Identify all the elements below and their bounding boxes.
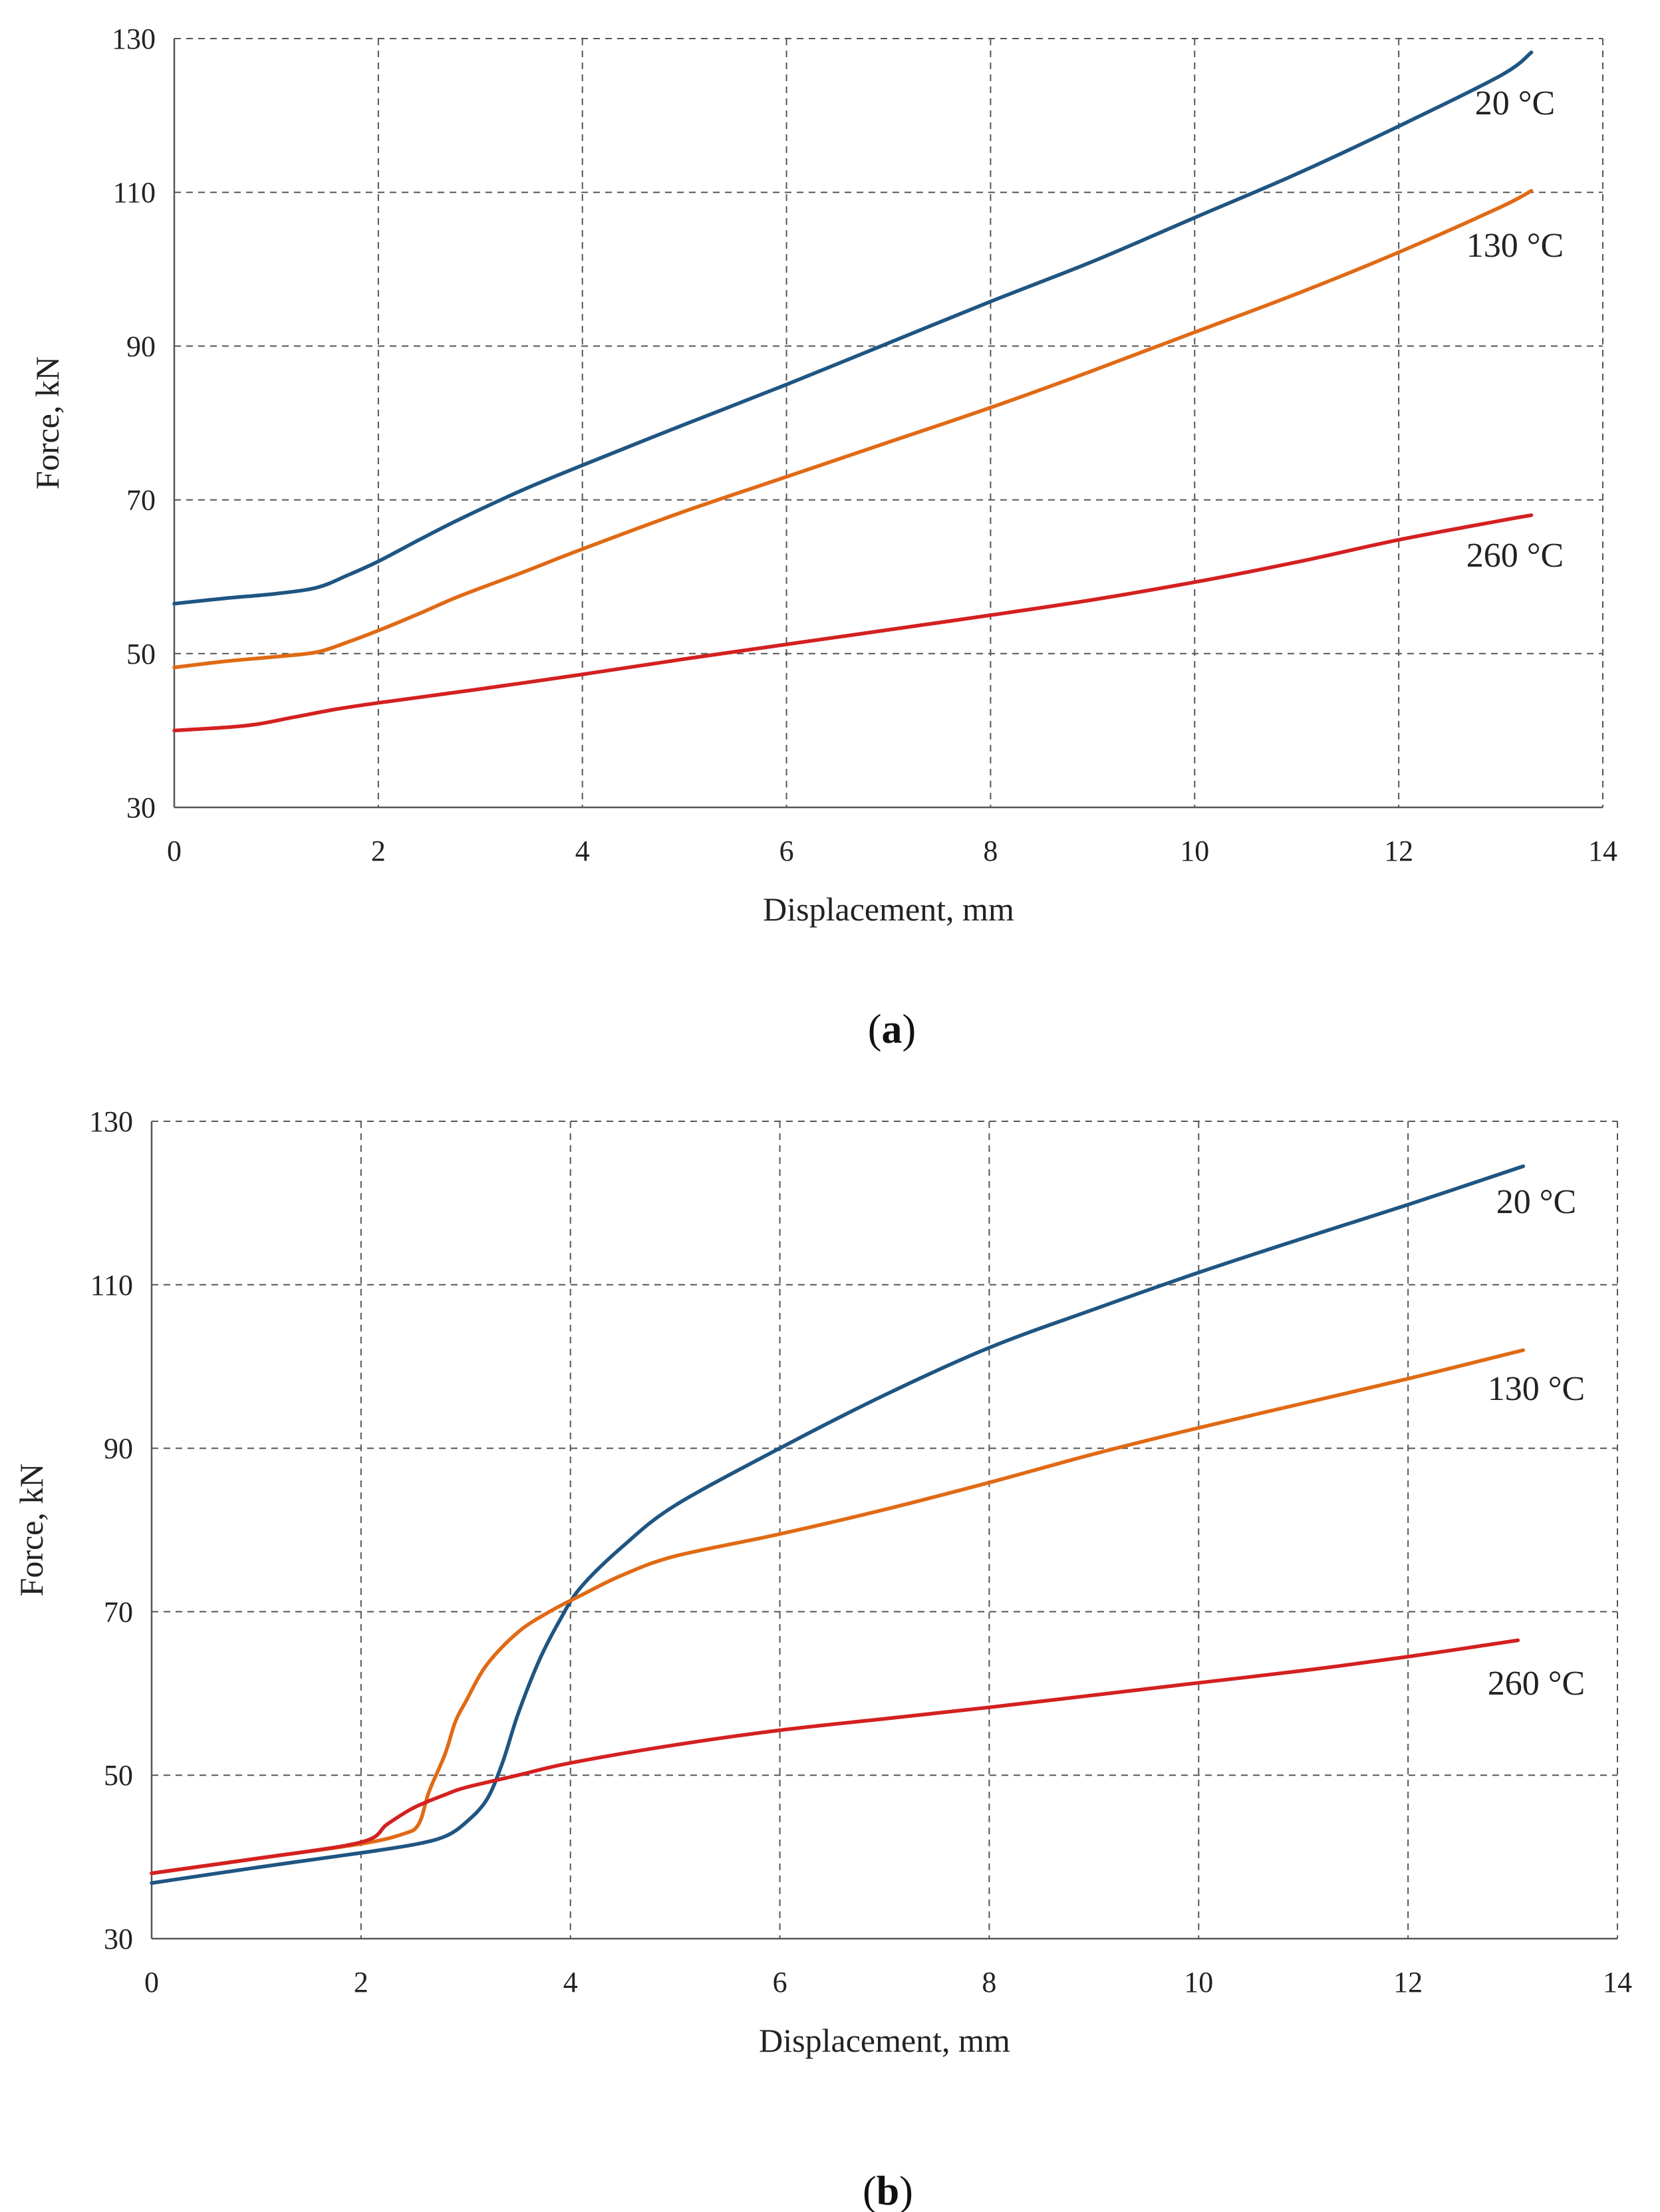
- series-line-260C: [150, 1638, 1520, 1875]
- y-axis-title: Force, kN: [13, 1464, 50, 1597]
- series-line-130C: [150, 1348, 1526, 1875]
- x-tick-label: 0: [167, 835, 182, 867]
- y-tick-label: 70: [126, 484, 156, 517]
- x-tick-label: 10: [1180, 835, 1209, 867]
- series-label: 20 °C: [1496, 1183, 1576, 1221]
- x-tick-label: 14: [1588, 835, 1617, 867]
- y-tick-label: 130: [89, 1105, 133, 1138]
- chart-panel-a: 0 2 4 6 8 10 12 14 30 50 70 90 110 130 Displacement, m…: [29, 23, 1617, 1052]
- x-tick-label: 4: [563, 1966, 578, 1999]
- x-axis-title: Displacement, mm: [763, 891, 1014, 928]
- x-tick-label: 2: [354, 1966, 368, 1999]
- series-label: 260 °C: [1488, 1665, 1585, 1703]
- x-tick-label: 14: [1603, 1966, 1632, 1999]
- y-tick-label: 110: [90, 1269, 133, 1302]
- x-tick-label: 2: [371, 835, 386, 867]
- panel-label: (a): [868, 1007, 916, 1052]
- series-line-130C: [172, 189, 1534, 670]
- x-tick-label: 8: [983, 835, 998, 867]
- series-line-20C: [150, 1164, 1526, 1885]
- x-tick-label: 10: [1184, 1966, 1213, 1999]
- chart-panel-b: 0 2 4 6 8 10 12 14 30 50 70 90 110 130 Displacement, m…: [13, 1105, 1632, 2212]
- panel-label: (b): [863, 2169, 913, 2212]
- y-tick-label: 110: [113, 176, 156, 209]
- y-tick-label: 90: [104, 1433, 133, 1465]
- y-tick-label: 30: [126, 791, 156, 824]
- x-tick-label: 4: [575, 835, 590, 867]
- x-tick-label: 12: [1384, 835, 1413, 867]
- y-tick-label: 70: [104, 1595, 133, 1628]
- y-axis-title: Force, kN: [29, 356, 66, 489]
- series-label: 260 °C: [1466, 537, 1564, 575]
- y-tick-label: 30: [104, 1923, 133, 1955]
- y-tick-label: 130: [112, 23, 156, 55]
- series-line-260C: [172, 513, 1534, 733]
- y-tick-label: 90: [126, 330, 156, 362]
- x-tick-label: 0: [144, 1966, 159, 1999]
- x-tick-label: 8: [982, 1966, 996, 1999]
- series-label: 130 °C: [1466, 227, 1564, 265]
- x-tick-label: 12: [1393, 1966, 1423, 1999]
- y-tick-label: 50: [126, 638, 156, 670]
- x-tick-label: 6: [779, 835, 794, 867]
- y-tick-label: 50: [104, 1759, 133, 1792]
- series-label: 130 °C: [1488, 1370, 1585, 1408]
- series-label: 20 °C: [1475, 84, 1555, 122]
- series-line-20C: [172, 51, 1534, 606]
- x-axis-title: Displacement, mm: [759, 2022, 1010, 2059]
- x-tick-label: 6: [773, 1966, 787, 1999]
